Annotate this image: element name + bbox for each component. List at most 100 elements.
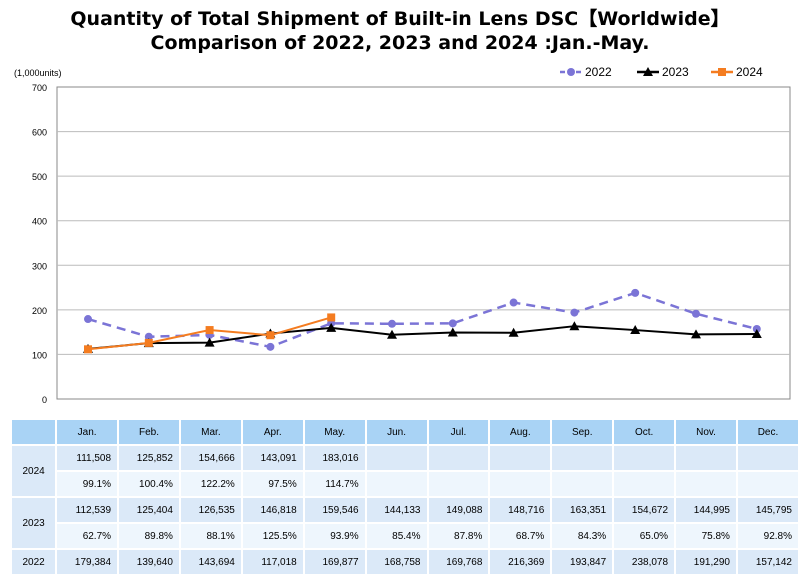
table-cell-ratio: 100.4% (119, 472, 179, 496)
table-cell-units (676, 446, 736, 470)
data-point-2022 (144, 332, 153, 341)
table-cell-units: 149,088 (428, 498, 489, 522)
table-header-month: Jul. (428, 420, 489, 444)
table-cell-ratio: 92.8% (737, 524, 798, 548)
table-cell-units: 148,716 (490, 498, 551, 522)
table-cell-units: 179,384 (57, 550, 118, 574)
row-year-label: 2022 (12, 550, 56, 574)
data-point-2022 (388, 319, 396, 328)
table-row-ratio: 62.7% 89.8% 88.1% 125.5% 93.9% 85.4% 87.8% 68.7… (12, 524, 798, 548)
data-point-2023 (326, 322, 337, 332)
table-cell-units: 169,768 (428, 550, 489, 574)
series-line-2022 (87, 291, 758, 349)
table-cell-ratio: 68.7% (490, 524, 551, 548)
table-cell-units: 159,546 (304, 498, 365, 522)
table-cell-units: 126,535 (180, 498, 241, 522)
table-cell-units: 154,666 (180, 446, 241, 470)
table-cell-units: 112,539 (57, 498, 118, 522)
table-header-month: Jan. (57, 420, 118, 444)
table-cell-units: 144,995 (676, 498, 736, 522)
table-cell-units: 183,016 (304, 446, 365, 470)
table-row-units: 2022 179,384 139,640 143,694 117,018 169,877 1… (12, 550, 798, 574)
table-row-units: 2024 111,508 125,852 154,666 143,091 183,016 (12, 446, 798, 496)
table-cell-units: 163,351 (552, 498, 613, 522)
data-point-2024 (84, 345, 92, 354)
data-point-2022 (84, 315, 92, 324)
table-header-month: Jun. (366, 420, 427, 444)
table-cell-ratio: 122.2% (180, 472, 241, 496)
table-header-month: Aug. (490, 420, 551, 444)
table-header-month: Oct. (614, 420, 675, 444)
table-cell-units: 143,091 (242, 446, 303, 470)
table-cell-units: 238,078 (614, 550, 675, 574)
data-point-2022 (752, 324, 761, 333)
table-cell-units: 125,404 (119, 498, 179, 522)
table-cell-ratio (490, 472, 551, 496)
data-point-2022 (631, 288, 640, 297)
legend-item-2023: 2023 (637, 65, 689, 79)
table-cell-units: 169,877 (304, 550, 365, 574)
data-table: Jan. Feb. Mar. Apr. May. Jun. Jul. Aug. Sep. Oct.… (10, 418, 800, 576)
table-cell-units: 117,018 (242, 550, 303, 574)
data-point-2024 (266, 331, 275, 340)
data-point-2024 (205, 326, 214, 335)
data-point-2023 (204, 337, 215, 347)
table-cell-units: 139,640 (119, 550, 179, 574)
table-cell-units: 154,672 (614, 498, 675, 522)
series-line-2023 (87, 325, 757, 350)
data-point-2022 (266, 342, 275, 351)
chart-title-line1: Quantity of Total Shipment of Built-in L… (70, 8, 730, 30)
y-tick-label: 600 (32, 128, 47, 138)
table-row-ratio: 99.1% 100.4% 122.2% 97.5% 114.7% (12, 472, 798, 496)
table-cell-units (614, 446, 675, 470)
table-header-month: Dec. (737, 420, 798, 444)
table-cell-units: 168,758 (366, 550, 427, 574)
table-cell-units: 191,290 (676, 550, 736, 574)
table-cell-ratio: 84.3% (552, 524, 613, 548)
table-corner (12, 420, 56, 444)
y-tick-label: 200 (32, 306, 47, 316)
y-tick-label: 100 (32, 350, 47, 360)
y-tick-label: 500 (32, 172, 47, 182)
data-point-2022 (448, 319, 457, 328)
table-cell-ratio (737, 472, 798, 496)
table-cell-units: 111,508 (57, 446, 118, 470)
table-cell-ratio: 62.7% (57, 524, 118, 548)
line-chart: 0 100 200 300 400 500 600 700 (32, 83, 791, 405)
table-header-month: Mar. (180, 420, 241, 444)
data-point-2023 (691, 329, 701, 339)
table-cell-ratio: 75.8% (676, 524, 736, 548)
table-cell-units (428, 446, 489, 470)
table-cell-units: 157,142 (737, 550, 798, 574)
data-point-2023 (447, 327, 458, 337)
data-point-2022 (570, 308, 579, 317)
legend-label: 2022 (585, 65, 612, 79)
legend-label: 2024 (736, 65, 763, 79)
table-cell-ratio: 88.1% (180, 524, 241, 548)
table-cell-ratio: 99.1% (57, 472, 118, 496)
legend-item-2024: 2024 (711, 65, 763, 79)
row-year-label: 2023 (12, 498, 56, 548)
legend-triangle-icon (637, 67, 659, 76)
table-cell-units: 144,133 (366, 498, 427, 522)
table-header-month: May. (304, 420, 365, 444)
table-cell-units: 146,818 (242, 498, 303, 522)
table-cell-ratio (428, 472, 489, 496)
table-cell-ratio: 87.8% (428, 524, 489, 548)
table-cell-ratio: 65.0% (614, 524, 675, 548)
table-cell-units: 143,694 (180, 550, 241, 574)
table-cell-ratio (552, 472, 613, 496)
table-cell-units (552, 446, 613, 470)
data-point-2024 (327, 313, 336, 322)
data-point-2023 (751, 329, 762, 339)
table-row-units: 2023 112,539 125,404 126,535 146,818 159,546 1… (12, 498, 798, 548)
table-cell-ratio (366, 472, 427, 496)
table-cell-units: 216,369 (490, 550, 551, 574)
row-year-label: 2024 (12, 446, 56, 496)
table-header-month: Sep. (552, 420, 613, 444)
y-tick-label: 700 (32, 83, 47, 93)
table-cell-ratio (614, 472, 675, 496)
table-cell-ratio (676, 472, 736, 496)
legend-item-2022: 2022 (560, 65, 612, 79)
table-cell-ratio: 114.7% (304, 472, 365, 496)
